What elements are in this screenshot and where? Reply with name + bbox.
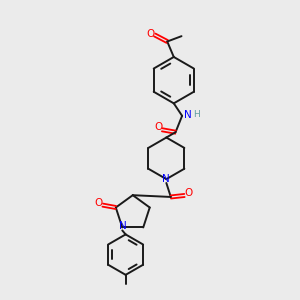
Text: N: N [163, 174, 170, 184]
Text: N: N [184, 110, 191, 120]
Text: N: N [119, 221, 127, 231]
Text: O: O [94, 198, 103, 208]
Text: O: O [147, 29, 155, 39]
Text: O: O [154, 122, 162, 132]
Text: O: O [184, 188, 193, 198]
Text: H: H [194, 110, 200, 119]
